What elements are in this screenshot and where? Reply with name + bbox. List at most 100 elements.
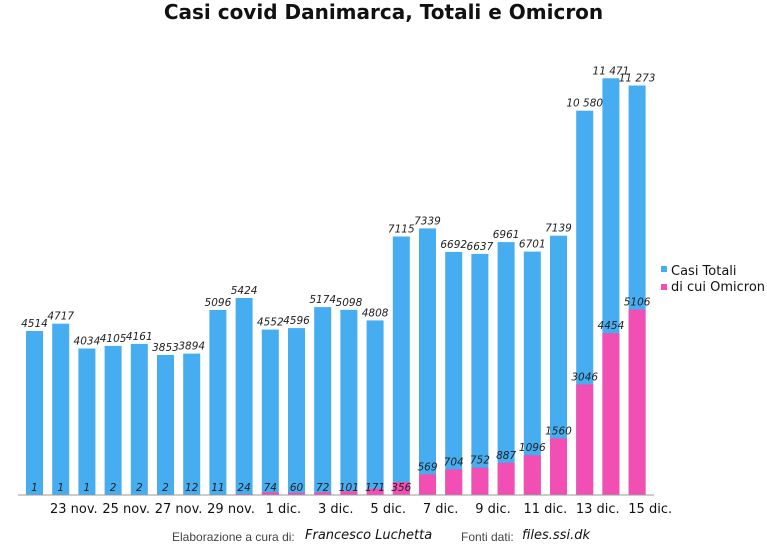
value-label-totali: 6961 bbox=[493, 229, 520, 241]
bar-totali bbox=[209, 309, 227, 495]
value-label-omicron: 1 bbox=[31, 482, 38, 494]
bar-totali bbox=[392, 236, 410, 495]
value-label-omicron: 5106 bbox=[624, 297, 651, 309]
bar-totali bbox=[419, 228, 436, 495]
bar-totali bbox=[314, 307, 332, 495]
legend-swatch-totali bbox=[661, 266, 667, 272]
value-label-totali: 11 273 bbox=[619, 73, 656, 85]
bar-totali bbox=[183, 353, 201, 495]
x-tick-label: 9 dic. bbox=[475, 502, 511, 517]
value-label-omicron: 74 bbox=[264, 482, 277, 494]
bar-omicron bbox=[628, 309, 646, 495]
value-label-omicron: 704 bbox=[444, 456, 464, 468]
bar-omicron bbox=[602, 333, 620, 495]
value-label-totali: 6692 bbox=[440, 239, 467, 251]
value-label-totali: 4552 bbox=[257, 317, 284, 329]
value-label-omicron: 1 bbox=[84, 482, 91, 494]
value-label-totali: 5424 bbox=[231, 285, 258, 297]
value-label-totali: 4596 bbox=[283, 315, 310, 327]
bar-totali bbox=[78, 348, 96, 495]
value-label-omicron: 1 bbox=[57, 482, 64, 494]
bar-omicron bbox=[550, 438, 567, 495]
value-label-omicron: 1096 bbox=[519, 442, 546, 454]
value-label-totali: 4514 bbox=[21, 318, 48, 330]
x-tick-label: 7 dic. bbox=[423, 502, 459, 517]
value-label-omicron: 1560 bbox=[545, 425, 572, 437]
legend-swatch-omicron bbox=[661, 284, 667, 290]
value-label-omicron: 4454 bbox=[598, 320, 625, 332]
bar-omicron bbox=[392, 482, 410, 495]
value-label-omicron: 3046 bbox=[571, 371, 598, 383]
x-tick-label: 15 dic. bbox=[628, 502, 672, 517]
x-tick-labels: 23 nov. 25 nov. 27 nov. 29 nov. 1 dic. 3 dic.… bbox=[50, 502, 672, 517]
value-label-totali: 7339 bbox=[414, 215, 441, 227]
legend-label-omicron: di cui Omicron bbox=[671, 280, 765, 295]
bar-omicron bbox=[288, 492, 305, 495]
value-label-omicron: 2 bbox=[136, 482, 143, 494]
value-label-totali: 7139 bbox=[545, 223, 572, 235]
bar-totali bbox=[52, 323, 70, 495]
value-label-totali: 5174 bbox=[309, 294, 336, 306]
bar-totali bbox=[471, 253, 489, 495]
x-tick-label: 29 nov. bbox=[207, 502, 255, 517]
bar-omicron bbox=[576, 384, 594, 495]
value-label-totali: 5098 bbox=[336, 297, 363, 309]
value-label-omicron: 356 bbox=[391, 482, 411, 494]
bar-totali bbox=[104, 345, 122, 495]
value-label-omicron: 60 bbox=[290, 482, 304, 494]
bar-omicron bbox=[366, 488, 384, 495]
value-label-omicron: 24 bbox=[237, 482, 250, 494]
value-label-totali: 4105 bbox=[100, 333, 127, 345]
bar-totali bbox=[130, 343, 148, 495]
value-label-omicron: 11 bbox=[211, 482, 224, 494]
x-tick-label: 23 nov. bbox=[50, 502, 98, 517]
bar-omicron bbox=[314, 492, 332, 495]
bar-totali bbox=[288, 328, 305, 495]
value-label-omicron: 101 bbox=[339, 482, 359, 494]
value-label-totali: 4808 bbox=[362, 307, 389, 319]
x-tick-label: 27 nov. bbox=[155, 502, 203, 517]
bar-totali bbox=[261, 329, 279, 495]
x-tick-label: 13 dic. bbox=[576, 502, 620, 517]
x-tick-label: 1 dic. bbox=[266, 502, 302, 517]
credit-label: Elaborazione a cura di: bbox=[172, 530, 295, 544]
value-label-totali: 11 471 bbox=[593, 65, 630, 77]
value-label-totali: 10 580 bbox=[566, 98, 603, 110]
bar-totali bbox=[366, 320, 384, 495]
value-label-totali: 3894 bbox=[178, 341, 205, 353]
value-label-totali: 6637 bbox=[467, 241, 494, 253]
legend: Casi Totali di cui Omicron bbox=[661, 264, 765, 295]
value-label-omicron: 752 bbox=[470, 455, 490, 467]
bar-totali bbox=[497, 242, 515, 495]
value-label-totali: 4161 bbox=[126, 331, 153, 343]
x-tick-label: 25 nov. bbox=[102, 502, 150, 517]
bar-totali bbox=[445, 251, 463, 495]
bar-totali bbox=[340, 309, 358, 495]
x-tick-label: 11 dic. bbox=[523, 502, 567, 517]
bar-omicron bbox=[523, 455, 541, 495]
x-tick-label: 3 dic. bbox=[318, 502, 354, 517]
value-label-totali: 7115 bbox=[388, 224, 415, 236]
bar-omicron bbox=[445, 469, 463, 495]
value-label-omicron: 887 bbox=[496, 450, 516, 462]
value-label-omicron: 171 bbox=[365, 482, 385, 494]
bar-omicron bbox=[471, 467, 489, 495]
value-label-totali: 3853 bbox=[152, 342, 179, 354]
value-label-totali: 5096 bbox=[205, 297, 232, 309]
value-label-omicron: 569 bbox=[417, 461, 437, 473]
bars-group: 4514 1 4717 1 4034 1 4105 2 4161 2 3853 2 3894 12 5096… bbox=[21, 65, 656, 496]
credit-name: Francesco Luchetta bbox=[305, 528, 433, 543]
bar-omicron bbox=[261, 492, 279, 495]
bar-totali bbox=[550, 235, 567, 495]
value-label-omicron: 2 bbox=[162, 482, 169, 494]
bar-omicron bbox=[497, 462, 515, 495]
bar-omicron bbox=[419, 474, 436, 495]
bar-totali bbox=[523, 251, 541, 495]
value-label-omicron: 72 bbox=[316, 482, 330, 494]
bar-omicron bbox=[340, 491, 358, 495]
bar-totali bbox=[26, 331, 43, 495]
source-site: files.ssi.dk bbox=[522, 528, 590, 543]
bar-totali bbox=[157, 355, 174, 495]
value-label-totali: 4034 bbox=[74, 336, 101, 348]
